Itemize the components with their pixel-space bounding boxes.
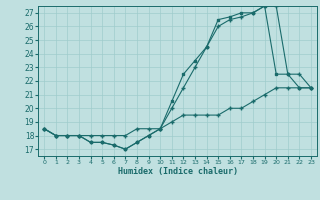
X-axis label: Humidex (Indice chaleur): Humidex (Indice chaleur) (118, 167, 238, 176)
